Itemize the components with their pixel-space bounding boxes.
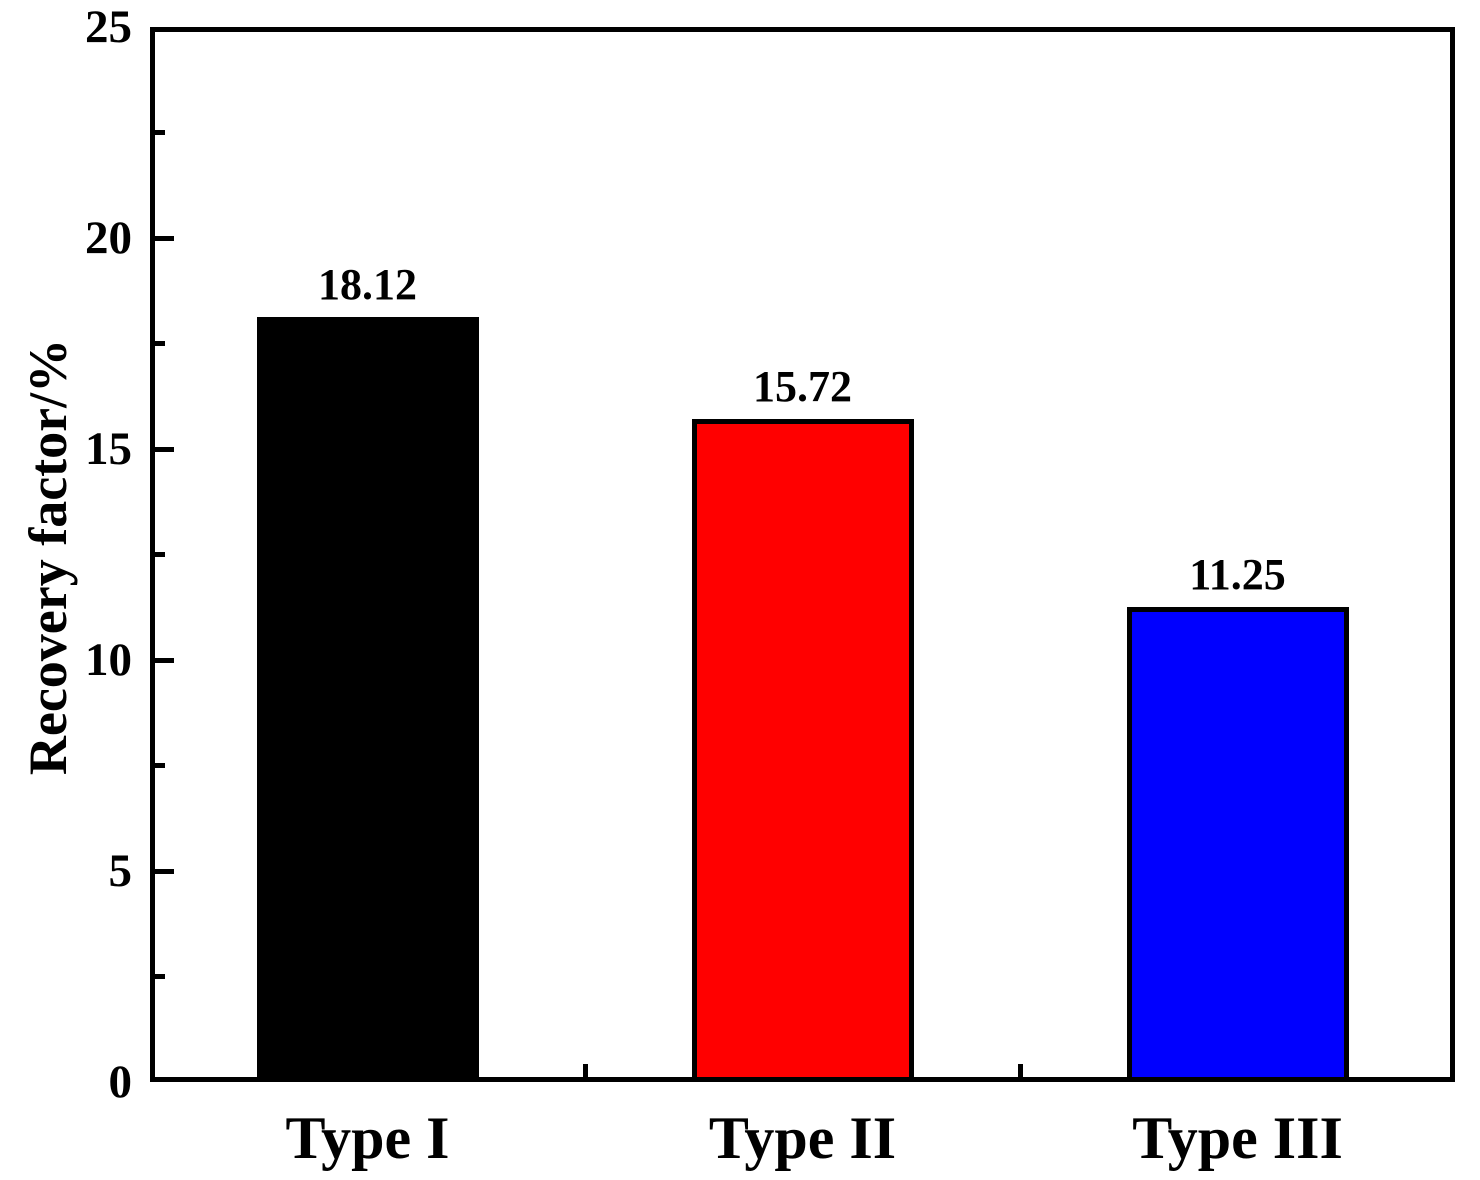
y-major-tick: [155, 235, 174, 241]
y-tick-label: 25: [85, 0, 132, 53]
y-minor-tick: [155, 763, 165, 768]
y-minor-tick: [155, 974, 165, 979]
y-axis-title: Recovery factor/%: [18, 338, 78, 776]
y-major-tick: [155, 446, 174, 452]
y-tick-label: 0: [108, 1055, 133, 1108]
x-category-label-type-iii: Type III: [1132, 1105, 1343, 1171]
x-category-label-type-ii: Type II: [708, 1105, 897, 1171]
plot-area-frame: [150, 27, 1455, 1082]
bar-type-ii: [691, 418, 914, 1082]
bar-value-label: 15.72: [753, 361, 852, 411]
y-minor-tick: [155, 341, 165, 346]
y-major-tick: [155, 657, 174, 663]
x-boundary-tick: [1017, 1064, 1023, 1077]
y-tick-label: 20: [85, 211, 132, 264]
y-tick-label: 5: [108, 844, 133, 897]
y-tick-label: 10: [85, 633, 132, 686]
y-minor-tick: [155, 552, 165, 557]
bar-type-i: [256, 317, 479, 1082]
y-minor-tick: [155, 130, 165, 135]
bar-value-label: 11.25: [1189, 550, 1286, 600]
y-major-tick: [155, 868, 174, 874]
x-category-label-type-i: Type I: [285, 1105, 450, 1171]
x-boundary-tick: [582, 1064, 588, 1077]
bar-value-label: 18.12: [318, 260, 417, 310]
y-tick-label: 15: [85, 422, 132, 475]
